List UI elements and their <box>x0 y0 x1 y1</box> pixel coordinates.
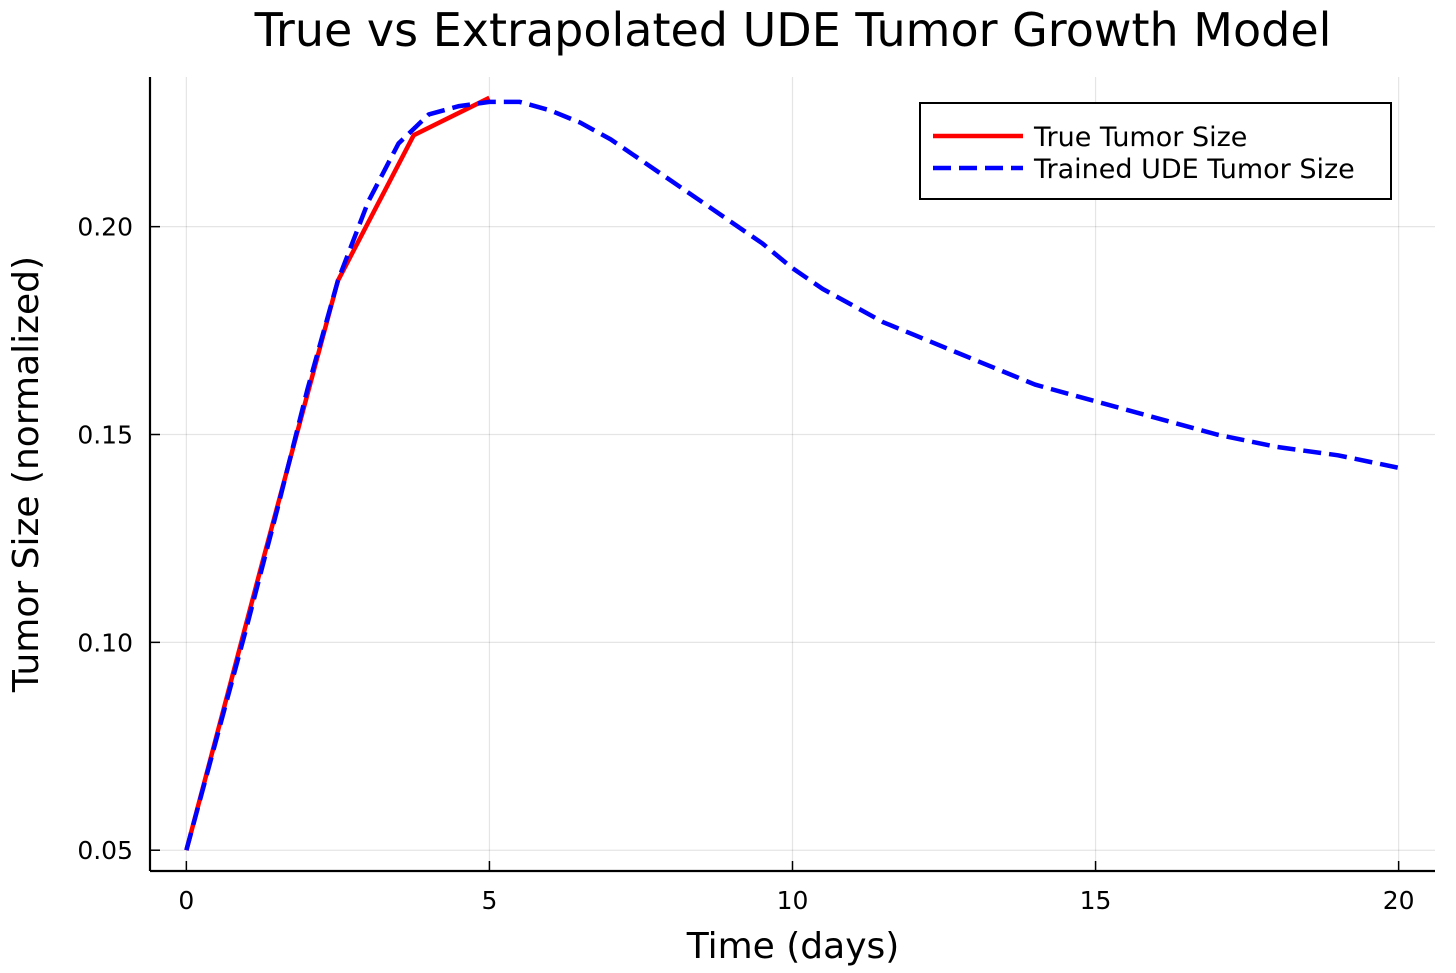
ticks: 0 5 10 15 20 0.05 0.10 0.15 0.20 <box>77 213 1414 915</box>
grid <box>150 77 1435 871</box>
y-tick-label: 0.15 <box>77 421 133 450</box>
series-lines <box>184 95 1400 851</box>
x-tick-label: 15 <box>1080 886 1112 915</box>
x-axis-label: Time (days) <box>686 926 900 967</box>
legend-label: Trained UDE Tumor Size <box>1033 154 1355 185</box>
y-tick-label: 0.05 <box>77 836 133 865</box>
x-tick-label: 0 <box>178 886 194 915</box>
y-tick-label: 0.20 <box>77 213 133 242</box>
legend-box <box>919 102 1392 200</box>
x-tick-label: 10 <box>777 886 809 915</box>
legend-label: True Tumor Size <box>1033 122 1247 153</box>
x-tick-label: 20 <box>1383 886 1415 915</box>
chart-title: True vs Extrapolated UDE Tumor Growth Mo… <box>254 3 1332 57</box>
y-tick-label: 0.10 <box>77 628 133 657</box>
series-line-true <box>184 95 491 851</box>
y-axis-label: Tumor Size (normalized) <box>6 256 47 693</box>
series-line-ude <box>184 99 1400 851</box>
x-tick-label: 5 <box>481 886 497 915</box>
